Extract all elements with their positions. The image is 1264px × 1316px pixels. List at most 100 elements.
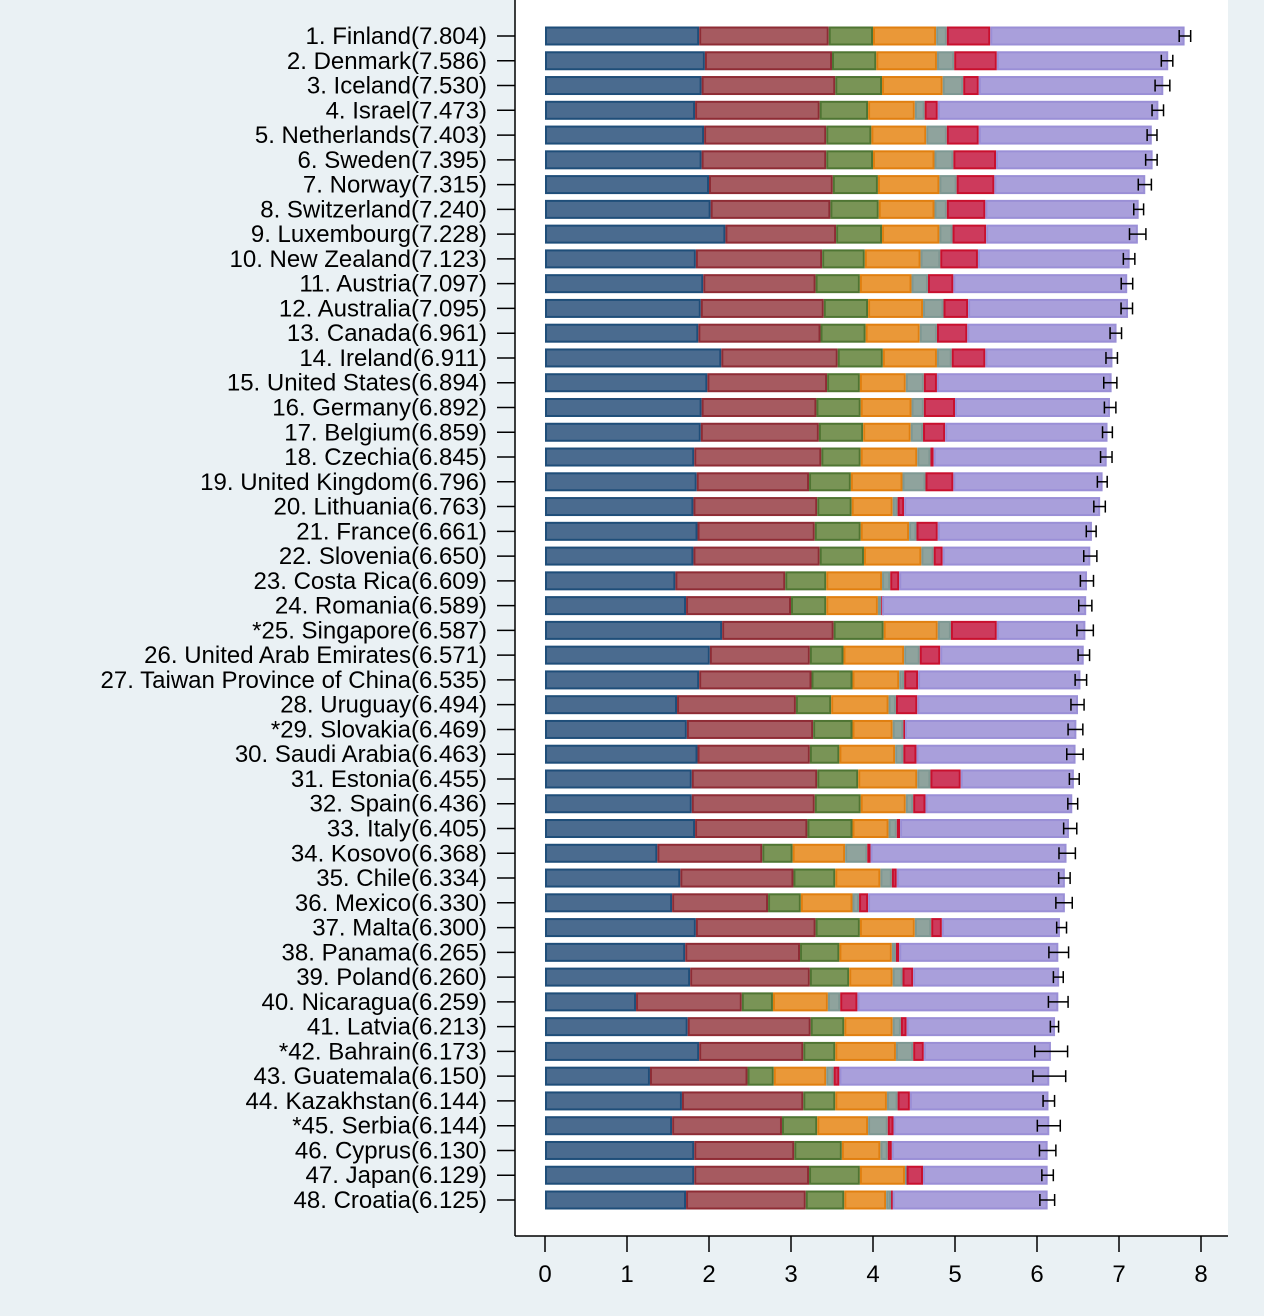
y-tick-label: 40. Nicaragua(6.259) (262, 989, 487, 1016)
bar-segment-corruption (923, 422, 946, 442)
bar-row (545, 1116, 1062, 1136)
bar-segment-life-expectancy (827, 373, 860, 393)
bar-row (545, 596, 1093, 616)
bar-segment-social-support (725, 224, 837, 244)
y-tick-label: 11. Austria(7.097) (299, 271, 487, 298)
bar-segment-corruption (923, 373, 937, 393)
bar-segment-social-support (701, 76, 836, 96)
y-tick-label: 48. Croatia(6.125) (294, 1187, 487, 1214)
bar-segment-life-expectancy (817, 769, 859, 789)
bar-segment-gdp (545, 843, 658, 863)
error-bar (1120, 302, 1134, 315)
error-bar (1099, 451, 1113, 464)
bar-segment-life-expectancy (809, 967, 850, 987)
bar-segment-social-support (691, 794, 815, 814)
bar-segment-freedom (852, 819, 889, 839)
bar-segment-generosity (826, 1066, 834, 1086)
y-tick-label: 6. Sweden(7.395) (298, 147, 487, 174)
bar-row (545, 76, 1171, 96)
bar-segment-gdp (545, 175, 709, 195)
bar-segment-dystopia-residual (913, 967, 1060, 987)
y-tick-label: 36. Mexico(6.330) (295, 890, 487, 917)
bar-segment-freedom (852, 670, 900, 690)
bar-segment-generosity (892, 497, 898, 517)
bar-segment-gdp (545, 744, 698, 764)
bar-segment-corruption (919, 645, 941, 665)
bar-segment-social-support (636, 992, 742, 1012)
bar-segment-gdp (545, 397, 702, 417)
x-tick-label: 7 (1112, 1261, 1125, 1288)
bar-row (545, 670, 1088, 690)
bar-segment-gdp (545, 274, 704, 294)
bar-segment-dystopia-residual (994, 175, 1146, 195)
bar-segment-generosity (911, 397, 924, 417)
bar-segment-generosity (914, 918, 932, 938)
bar-segment-social-support (694, 1140, 795, 1160)
bar-segment-dystopia-residual (891, 1140, 1048, 1160)
bar-segment-gdp (545, 472, 697, 492)
error-bar (1103, 401, 1117, 414)
bar-segment-freedom (844, 1190, 887, 1210)
bar-row (545, 26, 1192, 46)
bar-segment-social-support (675, 571, 786, 591)
error-bar (1096, 475, 1108, 488)
bar-segment-generosity (926, 125, 947, 145)
bar-row (545, 249, 1136, 269)
bar-segment-social-support (685, 942, 801, 962)
error-bar (1067, 723, 1084, 736)
bar-segment-generosity (920, 249, 941, 269)
bar-segment-gdp (545, 1190, 687, 1210)
bar-segment-corruption (930, 447, 934, 467)
bar-segment-corruption (902, 967, 914, 987)
y-tick-label: 13. Canada(6.961) (287, 320, 487, 347)
bar-segment-dystopia-residual (960, 769, 1074, 789)
bar-segment-social-support (696, 472, 810, 492)
bar-row (545, 1041, 1069, 1061)
bar-segment-life-expectancy (809, 744, 840, 764)
error-bar (1039, 1194, 1056, 1206)
y-tick-label: 9. Luxembourg(7.228) (251, 221, 487, 248)
bar-segment-freedom (860, 447, 918, 467)
bar-segment-corruption (925, 472, 954, 492)
bar-segment-life-expectancy (815, 274, 860, 294)
bar-segment-social-support (721, 348, 838, 368)
bar-segment-life-expectancy (816, 397, 861, 417)
bar-segment-generosity (877, 596, 882, 616)
error-bar (1160, 54, 1174, 67)
y-tick-label: 30. Saudi Arabia(6.463) (235, 741, 487, 768)
error-bar (1105, 351, 1119, 364)
bar-segment-dystopia-residual (955, 397, 1110, 417)
bar-segment-social-support (693, 546, 820, 566)
bar-segment-corruption (913, 794, 926, 814)
error-bar (1109, 327, 1123, 340)
x-tick-label: 5 (948, 1261, 961, 1288)
error-bar (1085, 525, 1097, 538)
bar-segment-corruption (833, 1066, 840, 1086)
error-bar (1146, 129, 1158, 142)
bar-segment-social-support (722, 620, 834, 640)
bar-segment-dystopia-residual (990, 26, 1185, 46)
bar-segment-gdp (545, 794, 692, 814)
bar-segment-life-expectancy (800, 942, 840, 962)
error-bar (1076, 624, 1095, 637)
bar-row (545, 472, 1108, 492)
bar-segment-life-expectancy (826, 150, 874, 170)
bar-segment-generosity (936, 348, 952, 368)
y-tick-label: 35. Chile(6.334) (316, 865, 487, 892)
bar-segment-gdp (545, 893, 673, 913)
bar-segment-life-expectancy (810, 1017, 845, 1037)
y-tick-label: 41. Latvia(6.213) (307, 1014, 487, 1041)
error-bar (1038, 1144, 1057, 1157)
bar-segment-life-expectancy (791, 596, 827, 616)
y-tick-label: 26. United Arab Emirates(6.571) (144, 642, 487, 669)
bar-segment-life-expectancy (803, 1041, 836, 1061)
bar-segment-social-support (709, 175, 833, 195)
bar-row (545, 942, 1070, 962)
bar-segment-generosity (852, 893, 860, 913)
bar-segment-freedom (835, 1091, 887, 1111)
bar-segment-freedom (883, 620, 938, 640)
bar-segment-social-support (703, 274, 816, 294)
bar-segment-generosity (937, 620, 951, 640)
bar-segment-social-support (707, 373, 828, 393)
bar-segment-dystopia-residual (882, 596, 1087, 616)
